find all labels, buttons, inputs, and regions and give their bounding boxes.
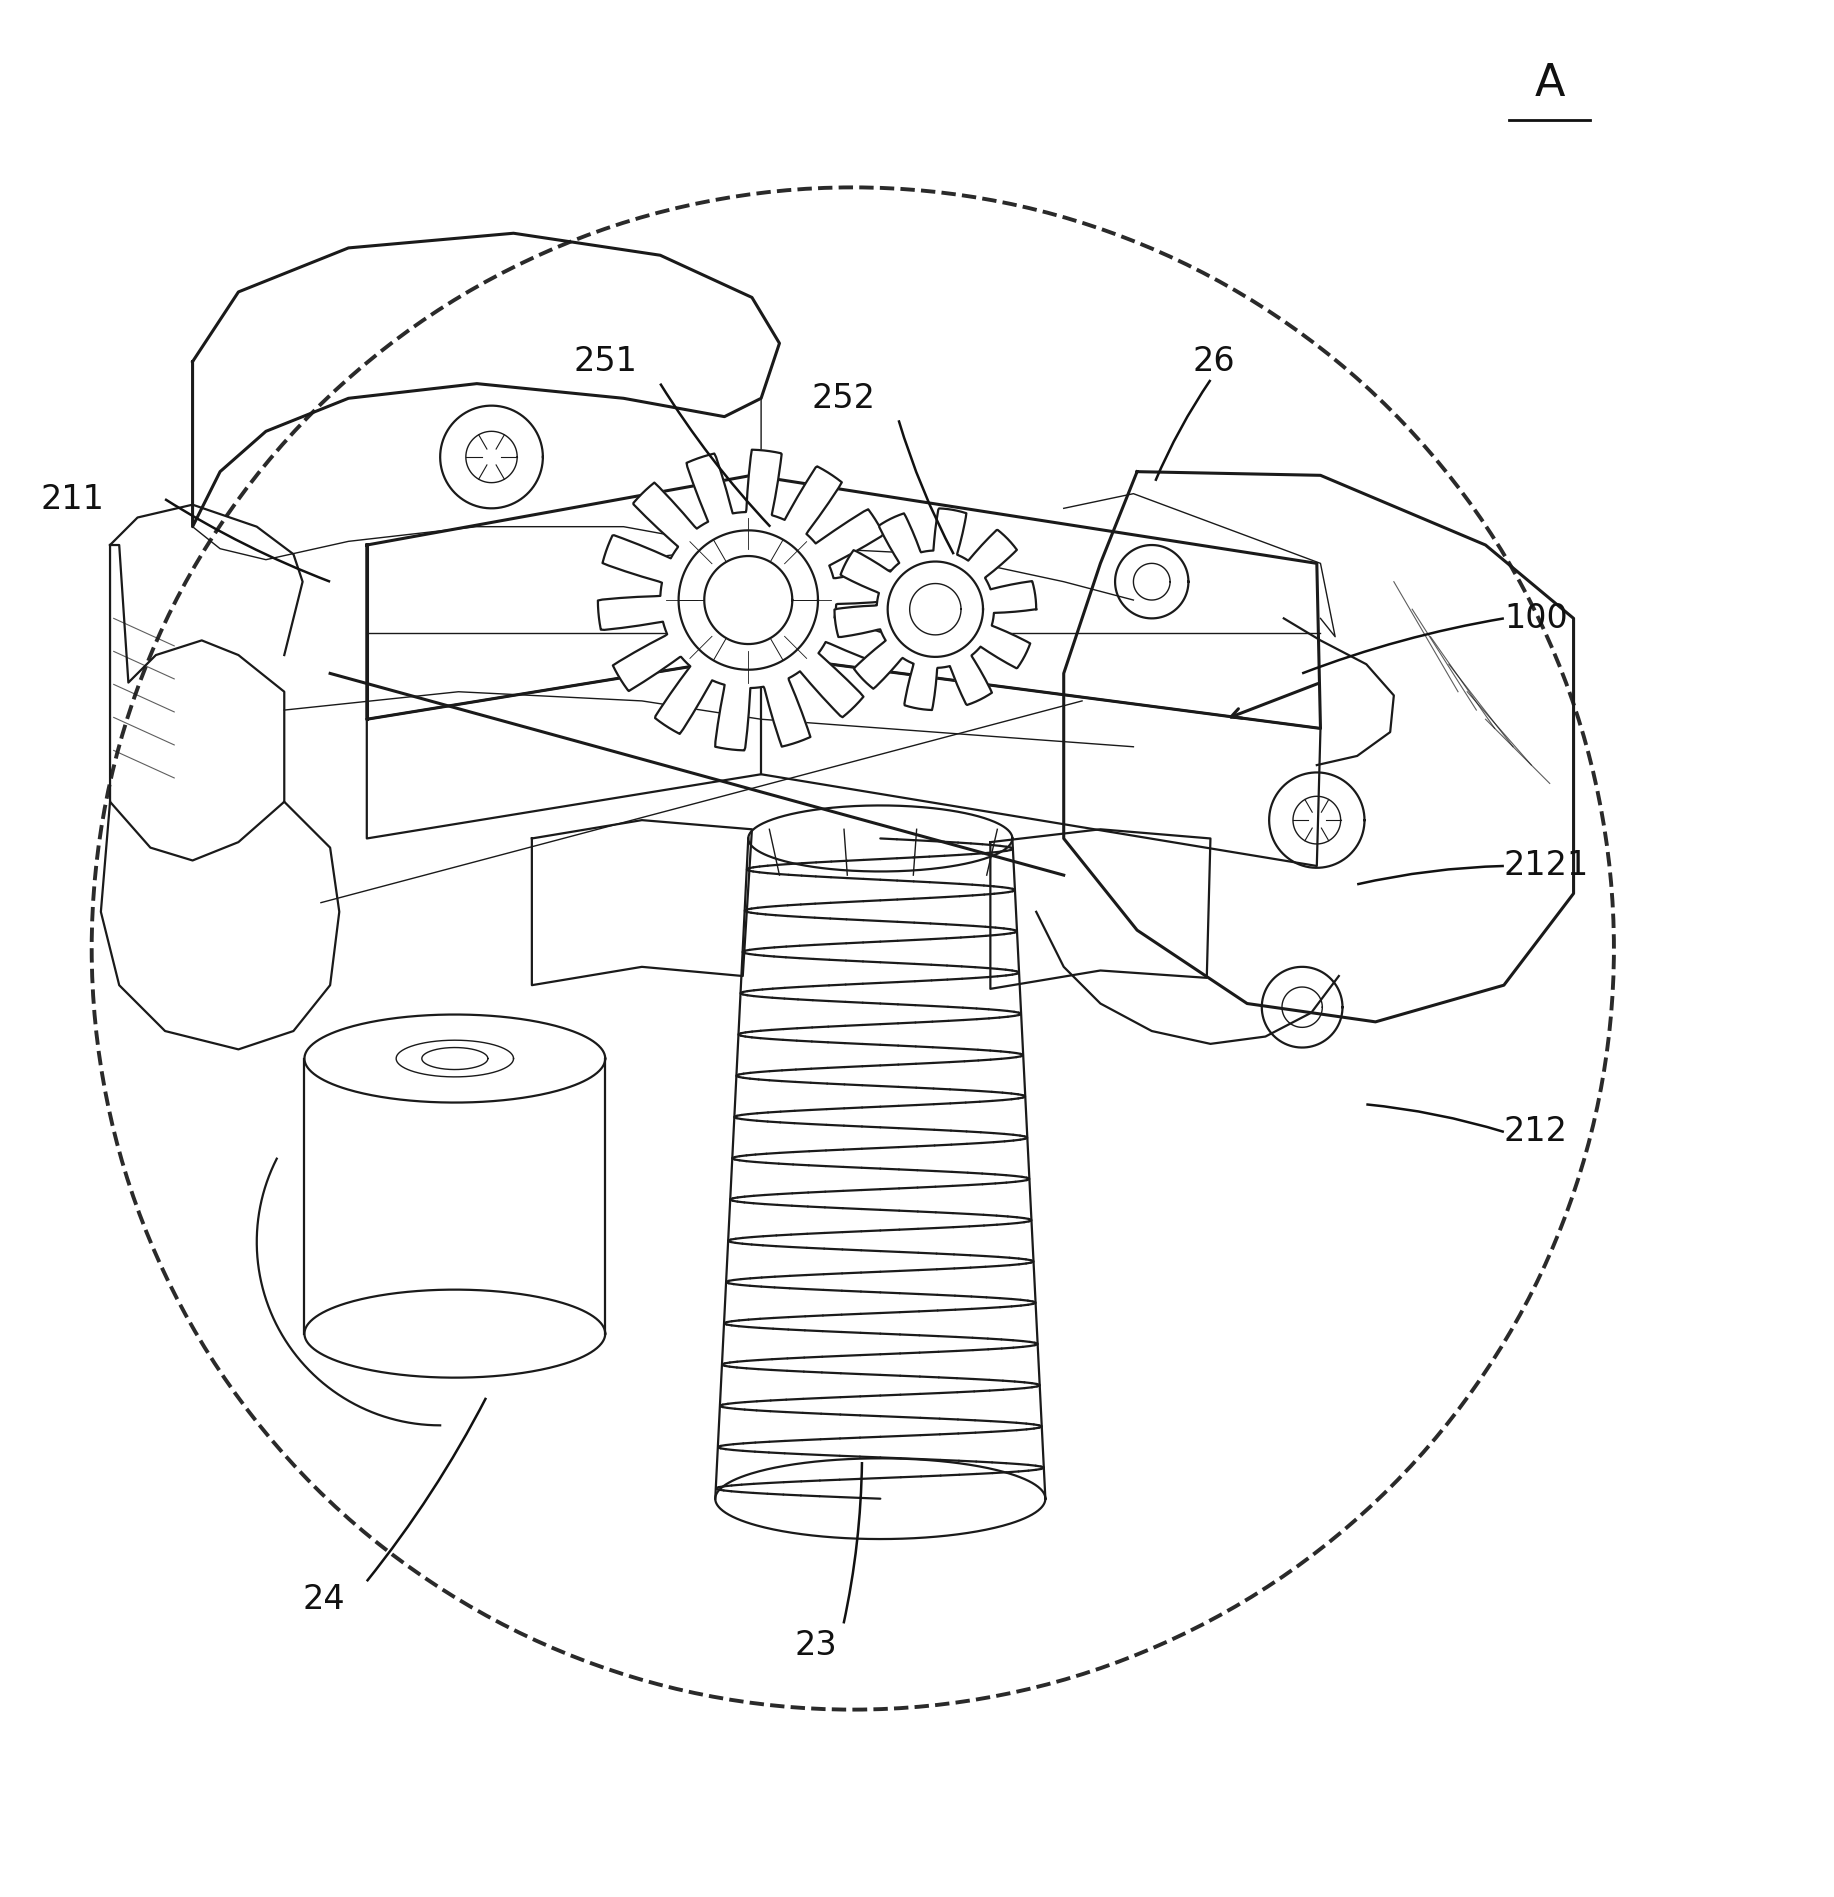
- Text: 251: 251: [574, 345, 636, 378]
- Text: 212: 212: [1504, 1115, 1568, 1148]
- Polygon shape: [598, 450, 899, 751]
- Text: 100: 100: [1504, 601, 1568, 635]
- Text: 23: 23: [794, 1630, 838, 1662]
- Text: 252: 252: [812, 381, 875, 415]
- Polygon shape: [834, 508, 1036, 709]
- Text: 24: 24: [303, 1584, 345, 1616]
- Text: 211: 211: [40, 482, 105, 516]
- Text: 2121: 2121: [1504, 850, 1588, 882]
- Text: A: A: [1535, 63, 1564, 104]
- Text: 26: 26: [1192, 345, 1234, 378]
